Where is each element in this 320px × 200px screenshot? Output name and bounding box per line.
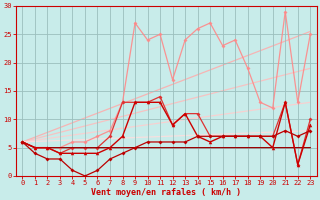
X-axis label: Vent moyen/en rafales ( km/h ): Vent moyen/en rafales ( km/h ) xyxy=(91,188,241,197)
